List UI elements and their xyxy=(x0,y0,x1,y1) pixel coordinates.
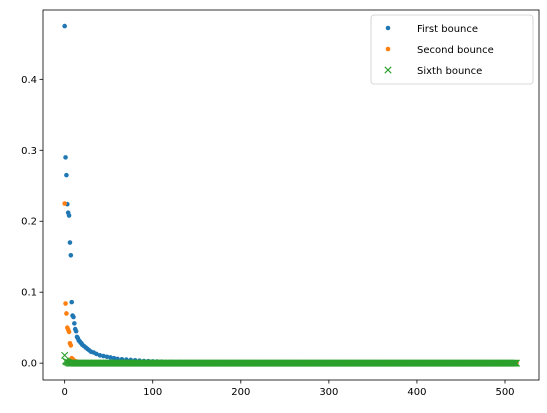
y-tick-label: 0.3 xyxy=(21,146,37,157)
legend-marker xyxy=(384,66,392,74)
data-point xyxy=(64,172,69,178)
y-tick-label: 0.2 xyxy=(21,217,37,228)
x-tick-label: 500 xyxy=(495,387,514,398)
legend-marker xyxy=(385,46,391,52)
series-3 xyxy=(61,351,521,367)
x-tick-label: 100 xyxy=(143,387,162,398)
chart-marks xyxy=(61,23,521,367)
x-marker-stroke xyxy=(511,359,520,367)
data-point xyxy=(94,351,99,357)
legend-label: Sixth bounce xyxy=(417,66,482,77)
data-point xyxy=(73,328,79,334)
legend-label: Second bounce xyxy=(417,45,494,56)
data-point xyxy=(104,354,110,360)
legend-entry: First bounce xyxy=(385,24,478,35)
data-point xyxy=(71,314,76,320)
x-tick-label: 200 xyxy=(231,387,250,398)
data-point xyxy=(66,329,72,335)
data-point xyxy=(63,301,68,306)
data-point xyxy=(66,213,72,218)
data-point xyxy=(64,311,69,316)
data-point xyxy=(68,252,74,258)
data-point xyxy=(69,299,75,305)
x-marker-stroke xyxy=(61,351,69,359)
y-axis: 0.0 0.1 0.2 0.3 0.4 xyxy=(21,75,43,370)
data-point xyxy=(511,359,520,367)
x-tick-label: 300 xyxy=(319,387,338,398)
y-tick-label: 0.4 xyxy=(21,75,37,86)
legend-label: First bounce xyxy=(417,24,478,35)
data-point xyxy=(111,355,117,361)
data-point xyxy=(62,23,67,29)
data-point xyxy=(61,351,69,359)
x-tick-label: 400 xyxy=(407,387,426,398)
x-marker-stroke xyxy=(512,359,521,367)
x-marker-stroke xyxy=(511,359,519,367)
legend-marker xyxy=(385,25,391,31)
legend-entry: Second bounce xyxy=(385,45,494,56)
data-point xyxy=(63,155,68,160)
x-marker-stroke xyxy=(384,66,392,74)
data-point xyxy=(62,201,67,206)
data-point xyxy=(101,353,106,359)
data-point xyxy=(67,240,73,245)
legend: First bounce Second bounce Sixth bounce xyxy=(370,14,534,85)
data-point xyxy=(511,359,519,367)
x-marker-stroke xyxy=(510,359,518,367)
plot-frame xyxy=(42,9,540,381)
legend-box xyxy=(370,14,534,85)
x-axis: 0 100 200 300 400 500 xyxy=(61,380,515,398)
data-point xyxy=(97,353,103,358)
data-point xyxy=(68,343,74,348)
legend-entry: Sixth bounce xyxy=(384,66,482,77)
y-tick-label: 0.0 xyxy=(21,359,37,370)
data-point xyxy=(512,359,521,367)
data-point xyxy=(72,321,77,326)
data-point xyxy=(108,355,113,360)
y-tick-label: 0.1 xyxy=(21,288,37,299)
data-point xyxy=(510,359,518,367)
x-tick-label: 0 xyxy=(61,387,67,398)
